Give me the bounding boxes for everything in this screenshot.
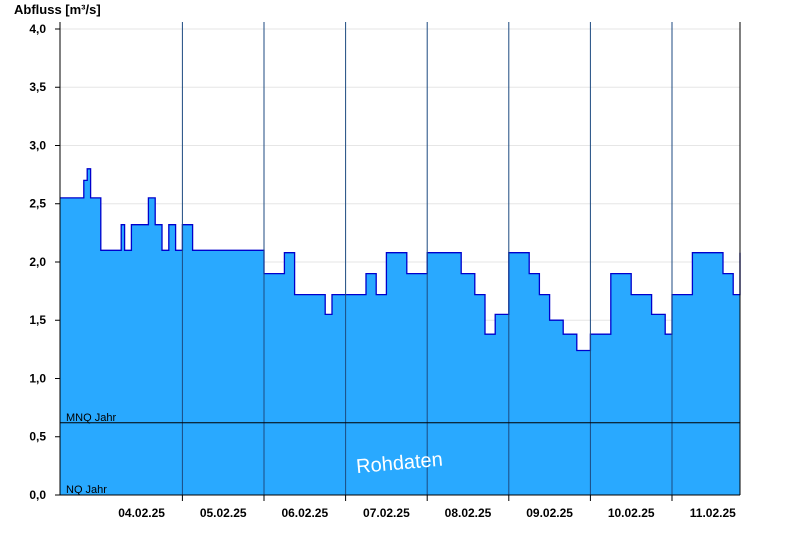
x-tick-label: 05.02.25 <box>200 506 247 520</box>
y-tick-label: 3,0 <box>29 138 46 152</box>
x-tick-label: 09.02.25 <box>526 506 573 520</box>
day-separator-layer <box>181 22 673 495</box>
y-tick-label: 2,5 <box>29 197 46 211</box>
reference-line-label: MNQ Jahr <box>66 412 116 424</box>
reference-line-layer: MNQ Jahr NQ Jahr <box>60 412 740 496</box>
axis-layer: 04.02.25 05.02.25 06.02.25 07.02.25 08.02.25… <box>29 22 741 520</box>
area-layer <box>60 168 741 496</box>
y-tick-label: 1,0 <box>29 371 46 385</box>
y-tick-label: 4,0 <box>29 22 46 36</box>
x-tick-label: 07.02.25 <box>363 506 410 520</box>
y-tick-label: 0,5 <box>29 430 46 444</box>
x-tick-label: 08.02.25 <box>445 506 492 520</box>
x-tick-label: 11.02.25 <box>690 506 736 520</box>
y-tick-label: 3,5 <box>29 80 46 94</box>
y-tick-label: 0,0 <box>29 488 46 502</box>
y-tick-label: 2,0 <box>29 255 46 269</box>
series-area <box>60 168 740 496</box>
x-tick-label: 06.02.25 <box>281 506 328 520</box>
x-tick-label: 10.02.25 <box>608 506 655 520</box>
series-line <box>60 168 741 352</box>
x-tick-label: 04.02.25 <box>118 506 165 520</box>
reference-line-label: NQ Jahr <box>66 484 107 496</box>
y-axis-label: Abfluss [m³/s] <box>14 2 101 17</box>
y-tick-label: 1,5 <box>29 313 46 327</box>
